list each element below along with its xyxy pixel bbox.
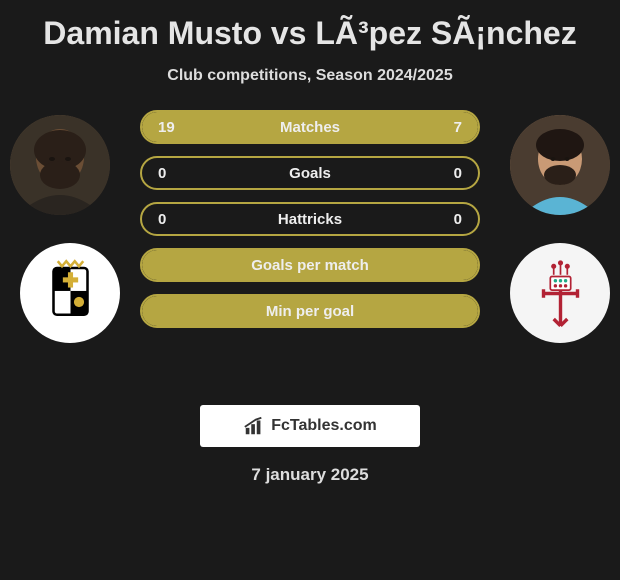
stat-label: Matches <box>142 119 478 136</box>
stat-bar-hattricks: 0 Hattricks 0 <box>140 202 480 236</box>
stats-column: 19 Matches 7 0 Goals 0 0 Hattricks 0 Goa… <box>140 110 480 340</box>
stat-bar-goals-per-match: Goals per match <box>140 248 480 282</box>
stat-label: Goals <box>142 165 478 182</box>
player-right-avatar <box>510 115 610 215</box>
stat-value-right: 7 <box>454 119 462 136</box>
stat-label: Hattricks <box>142 211 478 228</box>
branding-label: FcTables.com <box>271 417 377 435</box>
stat-bar-goals: 0 Goals 0 <box>140 156 480 190</box>
page-title: Damian Musto vs LÃ³pez SÃ¡nchez <box>10 15 610 52</box>
branding-box: FcTables.com <box>200 405 420 447</box>
player-left-avatar <box>10 115 110 215</box>
stat-value-right: 0 <box>454 211 462 228</box>
stat-label: Min per goal <box>142 303 478 320</box>
chart-icon <box>243 415 265 437</box>
comparison-area: 19 Matches 7 0 Goals 0 0 Hattricks 0 Goa… <box>10 115 610 395</box>
date-label: 7 january 2025 <box>10 465 610 485</box>
stat-bar-matches: 19 Matches 7 <box>140 110 480 144</box>
page-subtitle: Club competitions, Season 2024/2025 <box>10 67 610 85</box>
stat-bar-min-per-goal: Min per goal <box>140 294 480 328</box>
stat-value-right: 0 <box>454 165 462 182</box>
stat-label: Goals per match <box>142 257 478 274</box>
club-left-badge <box>20 243 120 343</box>
club-right-badge <box>510 243 610 343</box>
